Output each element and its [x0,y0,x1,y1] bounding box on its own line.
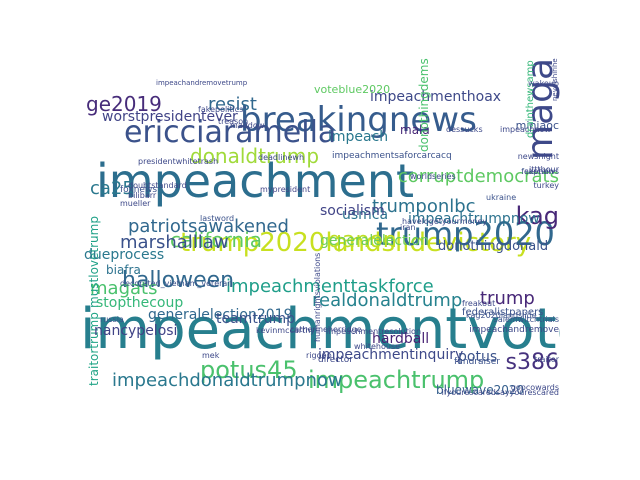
cloud-word: realdonaldtrump [312,290,463,311]
cloud-word: trump2020 [376,215,555,253]
cloud-word: impeachnow [500,125,551,134]
cloud-word: marshalllaw [120,232,229,253]
cloud-word: qanon [328,228,397,253]
cloud-word: voteblue2020 [314,83,391,96]
cloud-word: impeachdonaldtrumpnow [112,370,343,391]
cloud-word: mueller [120,199,151,208]
cloud-word: potus [458,349,498,365]
cloud-word: impeachandremovetrump [156,79,248,87]
cloud-word: lastword [200,214,235,223]
cloud-word: impeachmentresolution [326,327,422,336]
cloud-word: impeachmentinquiry [318,347,464,363]
cloud-word: worldseries [410,172,456,181]
cloud-word: bilibarr [128,191,157,200]
word-cloud: impeachmentvote impeachment trump2020lan… [80,58,560,398]
cloud-word: corruptdemocrats [397,166,559,187]
cloud-word: kag [515,202,559,230]
cloud-word: treason [218,117,249,126]
cloud-word: teamtrump [216,311,295,327]
cloud-word: bluewave2020 [436,383,525,397]
cloud-word: humanrightsviolations [313,252,322,342]
cloud-word: freakout [462,299,496,308]
cloud-word: impeachtrumpnow [408,211,540,227]
cloud-word: newsnight [517,152,559,161]
cloud-word: impeachmenthoax [370,89,502,105]
cloud-word: rigopp [306,351,332,360]
cloud-word: impeachmenttaskforce [226,276,434,297]
cloud-word: turkey [533,181,560,190]
cloud-word: resist [208,94,257,115]
cloud-word: donothingdems [417,58,431,152]
cloud-word: halloween [122,268,235,293]
cloud-word: trumponlbc [372,196,476,217]
cloud-word: trump [480,288,535,309]
cloud-word: foxnews [120,185,158,195]
cloud-word: federalistpapers [462,307,544,318]
cloud-word: breakingnews [240,100,477,140]
cloud-word: salemwitchtrials [493,315,559,324]
cloud-word: doubtstandard [128,181,187,190]
cloud-word: ittthour [529,165,559,174]
cloud-word: donaldtrump [190,144,320,168]
cloud-word: california [170,228,263,252]
cloud-word: donothingdonald [438,239,549,254]
cloud-word: whitehouse [354,342,401,351]
cloud-word: impeachtrump [308,366,485,394]
cloud-word: presidentwhitetrash [138,157,219,166]
cloud-word: fakenews [521,167,559,176]
cloud-word: catherineherridge [290,325,362,334]
cloud-word: iran [400,223,416,232]
cloud-word: generalelection2019 [148,307,293,323]
cloud-word: russia [100,315,124,324]
cloud-word: generalelection [320,233,429,249]
cloud-word: magats [90,278,158,299]
cloud-word: director [318,355,353,365]
cloud-word: impeachment [96,154,415,208]
cloud-word: deadlinewh [258,153,305,162]
cloud-word: biafra [106,263,141,277]
cloud-word: s386 [505,350,559,375]
cloud-word: usmca [342,207,389,223]
cloud-word: impeach [328,129,389,145]
cloud-word: gopcowards [510,383,559,392]
cloud-word: impeachandremove [469,325,559,335]
cloud-word: havelogetyourmoney [402,217,488,226]
cloud-word: decorated_vietnam_veteran [120,279,233,288]
cloud-word: wakeup [528,79,559,88]
cloud-word: dessucks [446,125,483,134]
cloud-word: nancypelosi [94,323,178,339]
cloud-word: mala [400,123,430,137]
cloud-word: socialism [320,203,385,219]
cloud-word: ukraine [486,193,517,202]
cloud-word: hardball [372,331,430,347]
cloud-word: patriotsawakened [128,216,289,237]
cloud-word: ericciaramella [124,115,337,150]
cloud-word: maddow [230,121,265,130]
cloud-word: dueprocess [84,247,165,263]
cloud-word: traitor [534,355,559,364]
cloud-word: impeachmentvote [80,297,560,362]
cloud-word: fundraiser [454,357,500,367]
cloud-word: worstpresidentever [102,109,238,125]
cloud-word: impeachmentsaforcarcacq [332,151,452,161]
cloud-word: miniaoc [515,119,559,132]
cloud-word: ca25 [90,178,134,199]
cloud-word: mek [202,351,220,360]
cloud-word: potus45 [200,356,298,384]
cloud-word: captain [524,167,554,176]
cloud-word: kevinmccarthy [256,326,316,335]
cloud-word: fakepolitics [198,105,244,114]
cloud-word: stopthecoup [96,295,184,311]
cloud-word: trump2020landslidevictory [180,228,532,258]
cloud-word: kag2020landslide [466,311,537,320]
cloud-word: ifyourescaredsayyourescared [441,388,559,397]
cloud-word: ge2019 [86,92,162,116]
cloud-word: mypresident [260,185,311,194]
